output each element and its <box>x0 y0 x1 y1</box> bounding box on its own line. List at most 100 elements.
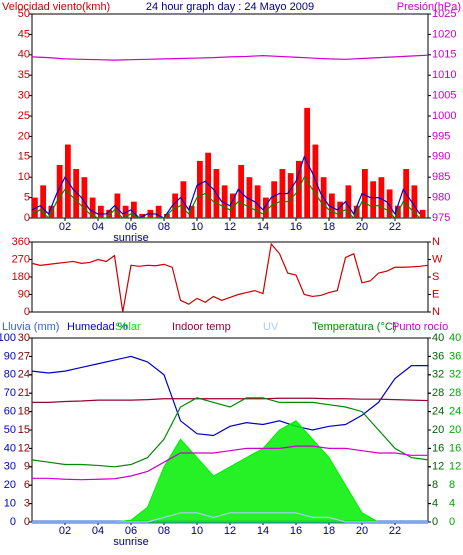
y3ticks-label: 3 <box>24 498 30 510</box>
yticks-label: 40 <box>4 442 16 454</box>
gust-bar <box>271 181 278 218</box>
x-tick-label: 08 <box>158 525 170 537</box>
gust-bar <box>180 181 187 218</box>
legend-entry: Lluvia (mm) <box>2 321 59 333</box>
yticks-label: 80 <box>4 369 16 381</box>
y2ticks-label: 8 <box>449 479 455 491</box>
yticks-label: 0 <box>24 306 30 318</box>
y2ticks-label: 990 <box>432 151 450 163</box>
legend-entry: Indoor temp <box>172 321 231 333</box>
y3ticks-label: 27 <box>18 350 30 362</box>
y3ticks-label: 6 <box>24 479 30 491</box>
gust-bar <box>263 197 269 218</box>
y3ticks-label: 18 <box>18 406 30 418</box>
gust-bar <box>296 160 302 218</box>
yticks-label: 90 <box>4 350 16 362</box>
gust-bar <box>221 185 228 218</box>
legend-entry: Temperatura (°C) <box>312 321 396 333</box>
yticks-label: 0 <box>24 212 30 224</box>
y2ticks-label: E <box>432 288 439 300</box>
yticks-label: 0 <box>10 516 16 528</box>
x-tick-label: 12 <box>224 221 236 233</box>
yticks-label: 30 <box>18 90 30 102</box>
y2ticks-label: 12 <box>432 461 444 473</box>
gust-bar <box>287 173 294 218</box>
gust-bar <box>362 169 368 218</box>
gust-bar <box>131 201 137 218</box>
y2ticks-label: 20 <box>432 424 444 436</box>
yticks-label: 20 <box>4 479 16 491</box>
x-tick-label: 22 <box>389 221 401 233</box>
x-tick-label: 18 <box>323 525 335 537</box>
yticks-label: 70 <box>4 387 16 399</box>
yticks-label: 10 <box>18 171 30 183</box>
gust-bar <box>378 177 385 218</box>
x-tick-label: 02 <box>59 221 71 233</box>
x-tick-label: 22 <box>389 525 401 537</box>
y2ticks-label: 985 <box>432 171 450 183</box>
gust-bar <box>205 152 212 218</box>
gust-bar <box>73 169 80 218</box>
y2ticks-label: 0 <box>432 516 438 528</box>
yticks-label: 40 <box>18 49 30 61</box>
y2ticks-label: W <box>432 253 443 265</box>
yticks-label: 20 <box>18 130 30 142</box>
plot-frame <box>31 13 429 219</box>
yticks-label: 270 <box>12 253 30 265</box>
y2ticks-label: 16 <box>449 442 461 454</box>
yticks-label: 30 <box>4 461 16 473</box>
chart-title: 24 hour graph day : 24 Mayo 2009 <box>146 1 314 13</box>
x-tick-label: 04 <box>92 525 104 537</box>
gust-bar <box>98 205 104 218</box>
y2ticks-label: 28 <box>449 387 461 399</box>
yticks-label: 50 <box>18 8 30 20</box>
gust-bar <box>230 193 236 218</box>
y2ticks-label: 1005 <box>432 90 456 102</box>
series-line <box>32 445 428 481</box>
y2ticks-label: N <box>432 236 440 248</box>
y2ticks-label: 36 <box>432 350 444 362</box>
gust-bar <box>56 164 63 218</box>
gust-bar <box>337 201 344 218</box>
y2ticks-label: 28 <box>432 387 444 399</box>
gust-bar <box>106 209 113 218</box>
y2ticks-label: 8 <box>432 479 438 491</box>
gust-bar <box>40 185 47 218</box>
y3ticks-label: 30 <box>18 332 30 344</box>
yticks-label: 25 <box>18 110 30 122</box>
gust-bar <box>246 177 253 218</box>
x-tick-label: 16 <box>290 525 302 537</box>
y3ticks-label: 24 <box>18 369 30 381</box>
x-tick-label: 04 <box>92 221 104 233</box>
y3ticks-label: 21 <box>18 387 30 399</box>
gust-bar <box>155 205 162 218</box>
series-line <box>31 176 421 220</box>
y2ticks-label: N <box>432 306 440 318</box>
y3ticks-label: 9 <box>24 461 30 473</box>
y2ticks-label: 4 <box>449 498 455 510</box>
series-line <box>32 397 429 403</box>
yticks-label: 5 <box>24 192 30 204</box>
yticks-label: 15 <box>18 151 30 163</box>
y2ticks-label: 12 <box>449 461 461 473</box>
yticks-label: 100 <box>0 332 16 344</box>
gust-bar <box>329 193 335 218</box>
gust-bar <box>114 193 121 218</box>
x-tick-label: 12 <box>224 525 236 537</box>
y2-axis-label: Presión(hPa) <box>397 1 461 13</box>
y3ticks-label: 0 <box>24 516 30 528</box>
legend-entry: UV <box>263 321 279 333</box>
x-tick-label: 14 <box>257 525 269 537</box>
x-tick-label: 14 <box>257 221 269 233</box>
y2ticks-label: 32 <box>449 369 461 381</box>
x-tick-label: 20 <box>356 221 368 233</box>
y2ticks-label: 40 <box>449 332 461 344</box>
plot-frame <box>31 241 429 313</box>
yticks-label: 50 <box>4 424 16 436</box>
sunrise-label: sunrise <box>113 232 148 244</box>
gust-bar <box>89 197 96 218</box>
gust-bar <box>411 185 418 218</box>
x-tick-label: 10 <box>191 525 203 537</box>
y2ticks-label: 16 <box>432 442 444 454</box>
